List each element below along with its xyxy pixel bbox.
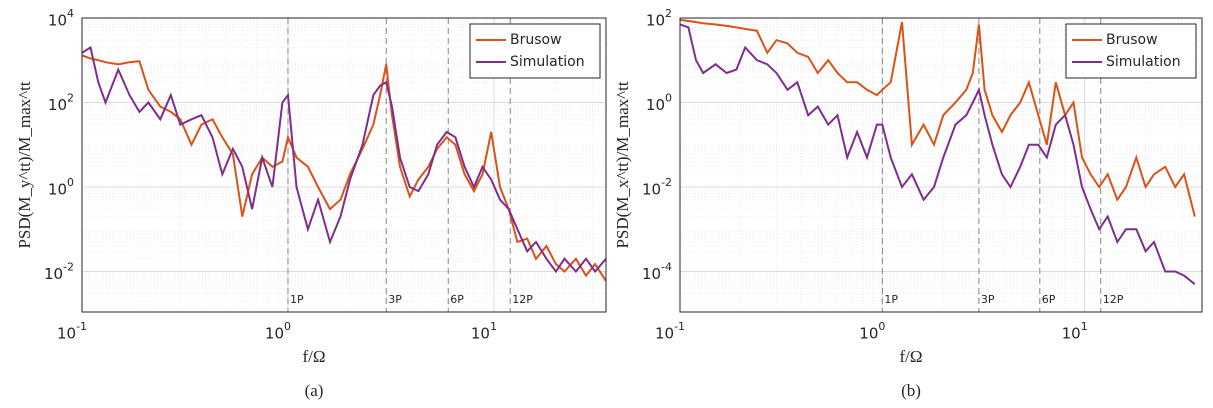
marker-label: 3P [388,293,402,306]
legend-label: Simulation [1106,54,1181,70]
x-axis-label: f/Ω [302,347,325,366]
y-axis-label: PSD(M_y^tt)/M_max^tt [15,81,34,248]
panel-caption: (a) [305,381,324,400]
legend-label: Brusow [1106,32,1158,48]
series-line [680,23,1196,285]
marker-label: 6P [1042,293,1056,306]
y-axis-label: PSD(M_x^tt)/M_max^tt [613,81,632,248]
series-line [82,45,606,274]
legend-box [469,23,601,79]
x-tick-label: 10-1 [57,320,87,343]
series-line [82,54,606,282]
marker-label: 12P [512,293,533,306]
y-tick-label: 10-4 [642,260,672,283]
legend-label: Brusow [510,32,562,48]
y-tick-label: 102 [646,7,672,30]
marker-label: 6P [450,293,464,306]
x-tick-label: 101 [1062,320,1088,343]
panel-caption: (b) [901,381,921,400]
series-line [680,18,1196,217]
x-tick-label: 100 [859,320,885,343]
y-tick-label: 100 [646,91,672,114]
y-tick-label: 100 [48,176,74,199]
x-tick-label: 100 [265,320,291,343]
x-tick-label: 10-1 [655,320,685,343]
legend-label: Simulation [510,54,585,70]
x-axis-label: f/Ω [899,347,922,366]
marker-label: 1P [290,293,304,306]
marker-label: 3P [981,293,995,306]
marker-label: 1P [884,293,898,306]
y-tick-label: 10-2 [44,260,74,283]
y-tick-label: 104 [48,7,74,30]
y-tick-label: 10-2 [642,176,672,199]
plot-frame [679,17,1203,313]
y-tick-label: 102 [48,91,74,114]
x-tick-label: 101 [471,320,497,343]
marker-label: 12P [1103,293,1124,306]
legend-box [1065,23,1197,79]
plot-frame [81,17,607,313]
